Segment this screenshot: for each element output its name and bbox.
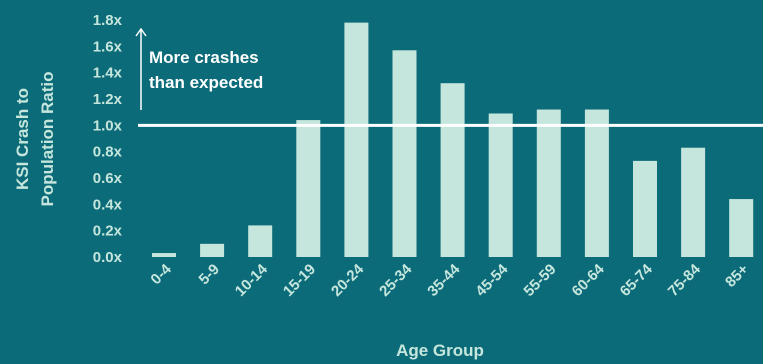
bar-15-19 — [296, 120, 321, 257]
bar-45-54 — [488, 113, 513, 257]
bar-5-9 — [200, 243, 225, 257]
x-tick-label: 10-14 — [232, 260, 272, 300]
bar-65-74 — [633, 160, 657, 257]
x-tick-label: 35-44 — [424, 260, 464, 300]
x-tick-label: 85+ — [722, 261, 752, 291]
bar-0-4 — [152, 253, 176, 257]
x-tick-label: 15-19 — [280, 261, 319, 300]
y-tick-label: 0.8x — [93, 144, 123, 161]
bar-60-64 — [584, 109, 609, 258]
x-tick-label: 45-54 — [472, 260, 512, 300]
y-tick-label: 0.4x — [93, 196, 123, 213]
y-tick-label: 1.6x — [93, 38, 123, 55]
x-tick-label: 55-59 — [520, 261, 559, 300]
y-tick-label: 1.2x — [93, 91, 123, 108]
up-arrow-icon — [135, 27, 147, 37]
y-tick-label: 1.4x — [93, 65, 123, 82]
bar-55-59 — [536, 109, 561, 258]
x-tick-label: 75-84 — [665, 260, 705, 300]
x-tick-label: 60-64 — [569, 260, 609, 300]
x-tick-label: 0-4 — [147, 260, 175, 288]
y-tick-label: 0.0x — [93, 249, 123, 266]
x-tick-label: 5-9 — [196, 261, 223, 288]
y-tick-label: 1.8x — [93, 12, 123, 29]
x-tick-label: 25-34 — [376, 260, 416, 300]
y-axis-ticks: 0.0x 0.2x 0.4x 0.6x 0.8x 1.0x 1.2x 1.4x 1.6x 1.8x — [93, 12, 123, 266]
bar-85+ — [729, 199, 754, 257]
y-tick-label: 0.6x — [93, 170, 123, 187]
y-axis-title-line: Population Ratio — [38, 71, 57, 206]
x-tick-label: 65-74 — [617, 260, 657, 300]
y-tick-label: 1.0x — [93, 117, 123, 134]
bars — [152, 22, 754, 258]
bar-25-34 — [392, 50, 417, 258]
x-axis-title: Age Group — [396, 341, 484, 360]
bar-75-84 — [681, 147, 706, 257]
x-axis-ticks: 0-4 5-9 10-14 15-19 20-24 25-34 35-44 45-54 55-5… — [147, 260, 752, 300]
annotation-group: More crashes than expected — [135, 27, 263, 110]
x-tick-label: 20-24 — [328, 260, 368, 300]
annotation-text-line: More crashes — [149, 48, 259, 67]
y-tick-label: 0.2x — [93, 223, 123, 240]
y-axis-title-line: KSI Crash to — [13, 88, 32, 190]
y-axis-title: KSI Crash to Population Ratio — [13, 71, 57, 206]
bar-35-44 — [440, 83, 465, 257]
bar-10-14 — [248, 225, 273, 257]
annotation-text-line: than expected — [149, 73, 263, 92]
bar-20-24 — [344, 22, 369, 258]
